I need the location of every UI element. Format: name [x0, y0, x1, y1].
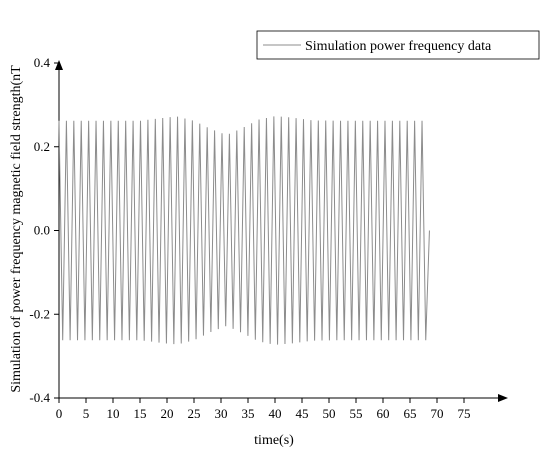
- x-tick-label: 50: [323, 406, 336, 421]
- y-tick-label: 0.0: [34, 223, 50, 238]
- x-tick-label: 75: [458, 406, 471, 421]
- x-tick-label: 20: [161, 406, 174, 421]
- x-tick-labels: 0 5 10 15 20 25 30 35 40 45 50 55 60 65 70 75: [56, 406, 471, 421]
- x-axis-arrow: [498, 394, 508, 402]
- x-tick-label: 45: [296, 406, 309, 421]
- x-tick-label: 15: [134, 406, 147, 421]
- y-axis-title: Simulation of power frequency magnetic f…: [9, 65, 24, 393]
- tick-marks: [54, 62, 465, 403]
- x-tick-label: 30: [215, 406, 228, 421]
- y-tick-label: 0.2: [34, 139, 50, 154]
- x-tick-label: 10: [107, 406, 120, 421]
- x-tick-label: 65: [404, 406, 417, 421]
- y-tick-labels: 0.4 0.2 0.0 -0.2 -0.4: [29, 55, 50, 405]
- legend-box: [256, 30, 540, 60]
- legend-label: Simulation power frequency data: [305, 39, 492, 54]
- x-tick-label: 35: [242, 406, 255, 421]
- y-tick-label: -0.2: [29, 306, 50, 321]
- y-tick-label: -0.4: [29, 390, 50, 405]
- y-tick-label: 0.4: [34, 55, 51, 70]
- x-tick-label: 25: [188, 406, 201, 421]
- x-axis-title: time(s): [254, 433, 294, 448]
- series-line: [58, 116, 430, 345]
- x-tick-label: 55: [350, 406, 363, 421]
- legend: Simulation power frequency data: [256, 30, 540, 60]
- x-tick-label: 0: [56, 406, 63, 421]
- x-tick-label: 60: [377, 406, 390, 421]
- x-tick-label: 5: [83, 406, 90, 421]
- x-tick-label: 70: [431, 406, 444, 421]
- x-tick-label: 40: [269, 406, 282, 421]
- y-axis-arrow: [55, 60, 63, 70]
